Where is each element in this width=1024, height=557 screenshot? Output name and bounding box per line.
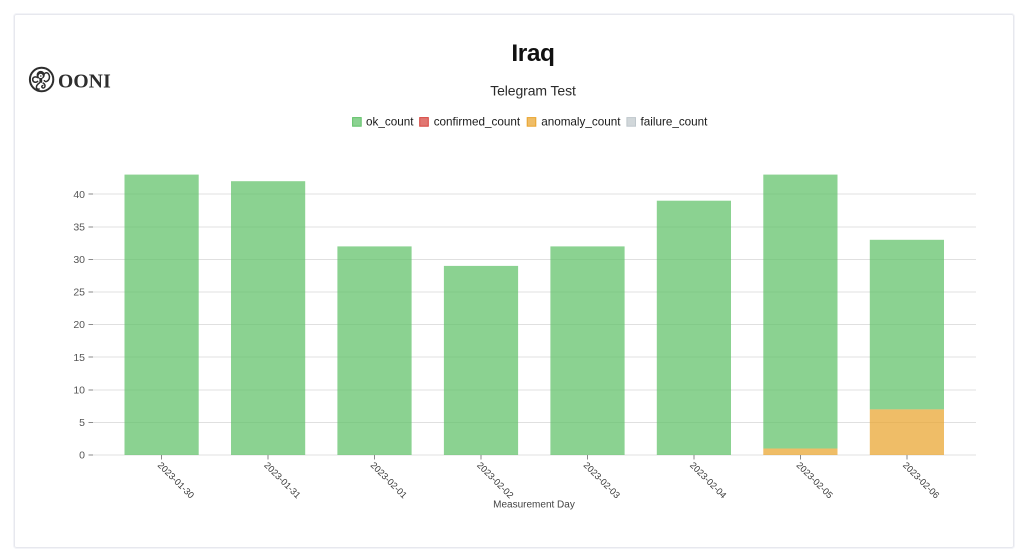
svg-text:10: 10 [73, 384, 85, 396]
svg-text:15: 15 [73, 352, 85, 364]
svg-text:30: 30 [73, 254, 85, 266]
svg-text:0: 0 [79, 450, 85, 462]
svg-text:25: 25 [73, 287, 85, 299]
svg-text:Telegram Test: Telegram Test [490, 82, 576, 98]
svg-text:Iraq: Iraq [511, 40, 554, 67]
svg-text:40: 40 [73, 189, 85, 201]
svg-text:35: 35 [73, 221, 85, 233]
svg-text:20: 20 [73, 319, 85, 331]
svg-text:5: 5 [79, 417, 85, 429]
svg-text:Measurement Day: Measurement Day [493, 499, 575, 510]
svg-text:ok_count: ok_count [366, 116, 414, 129]
svg-text:confirmed_count: confirmed_count [434, 116, 521, 129]
svg-text:anomaly_count: anomaly_count [541, 116, 621, 129]
svg-text:failure_count: failure_count [641, 116, 709, 129]
svg-text:OONI: OONI [58, 72, 111, 93]
